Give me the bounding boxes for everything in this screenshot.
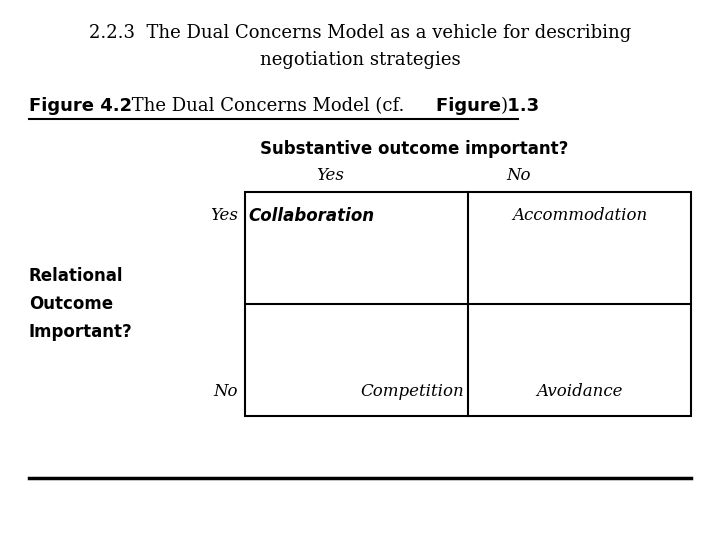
Text: Accommodation: Accommodation — [512, 207, 647, 225]
Text: Outcome: Outcome — [29, 295, 113, 313]
Text: The Dual Concerns Model (cf.: The Dual Concerns Model (cf. — [126, 97, 410, 115]
Text: No: No — [213, 383, 238, 400]
Text: negotiation strategies: negotiation strategies — [260, 51, 460, 69]
Text: Relational: Relational — [29, 267, 123, 285]
Text: Figure 4.2: Figure 4.2 — [29, 97, 132, 115]
Text: 2.2.3  The Dual Concerns Model as a vehicle for describing: 2.2.3 The Dual Concerns Model as a vehic… — [89, 24, 631, 42]
Text: Yes: Yes — [210, 207, 238, 225]
Text: Yes: Yes — [316, 167, 343, 184]
Text: Collaboration: Collaboration — [248, 207, 374, 225]
Text: No: No — [506, 167, 531, 184]
Text: Figure 1.3: Figure 1.3 — [436, 97, 539, 115]
Text: ): ) — [500, 97, 508, 115]
Text: Avoidance: Avoidance — [536, 383, 623, 400]
Text: Substantive outcome important?: Substantive outcome important? — [260, 140, 568, 158]
Text: Competition: Competition — [361, 383, 464, 400]
Text: Important?: Important? — [29, 323, 132, 341]
